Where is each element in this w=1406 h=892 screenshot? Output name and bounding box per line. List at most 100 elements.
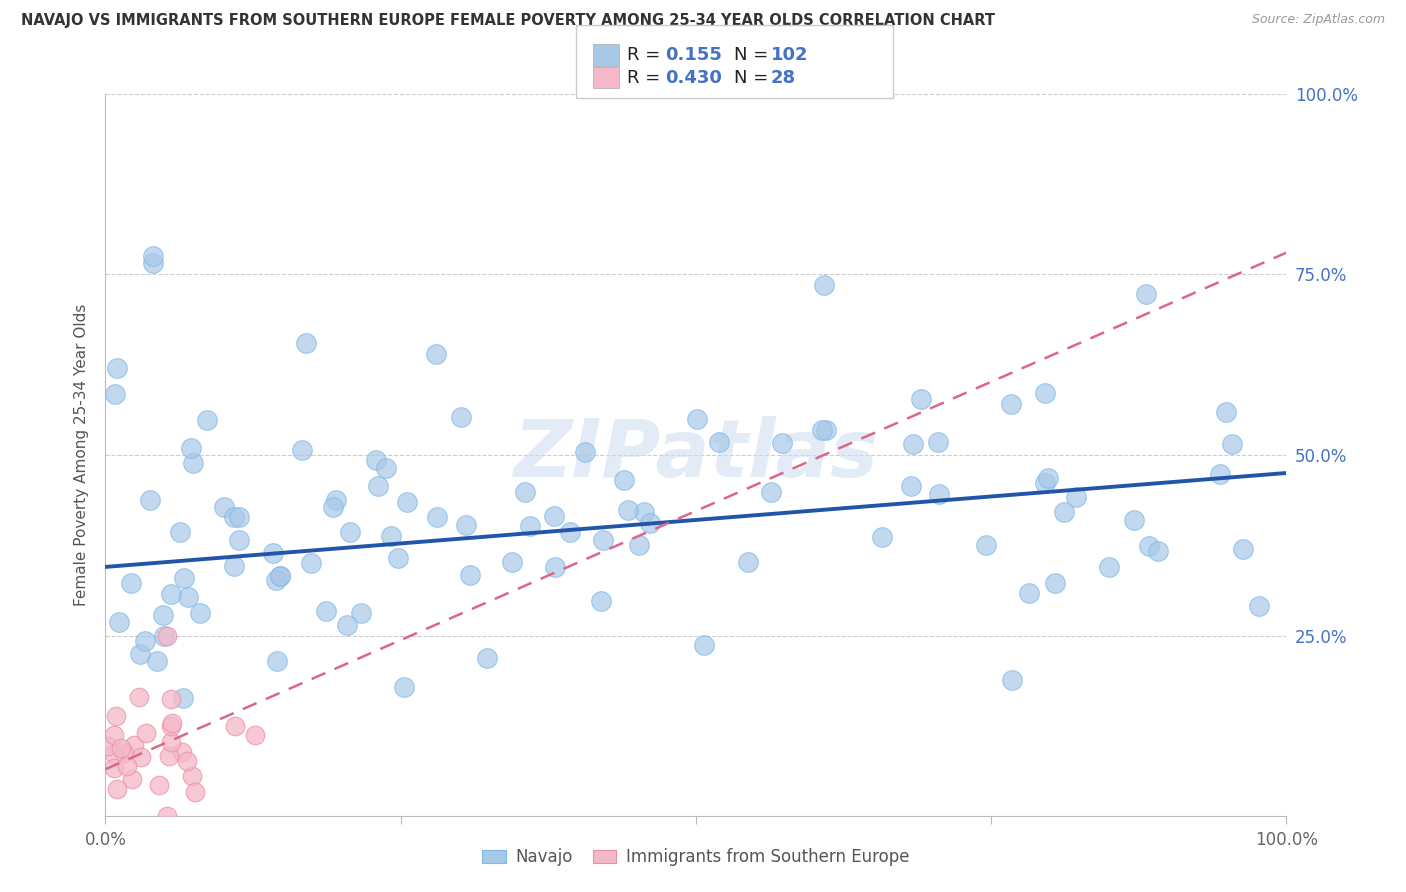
Point	[686, 412, 709, 426]
Text: ZIPatlas: ZIPatlas	[513, 416, 879, 494]
Point	[153, 629, 176, 643]
Point	[181, 769, 204, 783]
Point	[387, 550, 409, 565]
Point	[177, 590, 200, 604]
Point	[180, 441, 202, 455]
Point	[228, 510, 250, 524]
Point	[375, 461, 398, 475]
Point	[159, 719, 181, 733]
Point	[188, 607, 211, 621]
Point	[477, 650, 499, 665]
Text: N =: N =	[734, 69, 773, 87]
Point	[339, 525, 361, 540]
Point	[103, 387, 125, 401]
Point	[367, 479, 389, 493]
Point	[103, 760, 125, 774]
Text: N =: N =	[734, 46, 773, 64]
Point	[543, 509, 565, 524]
Point	[97, 739, 120, 753]
Point	[976, 538, 998, 552]
Point	[325, 493, 347, 508]
Point	[350, 606, 373, 620]
Text: R =: R =	[627, 69, 666, 87]
Point	[1033, 476, 1056, 491]
Text: 0.155: 0.155	[665, 46, 721, 64]
Point	[737, 555, 759, 569]
Point	[810, 424, 832, 438]
Point	[160, 735, 183, 749]
Point	[195, 413, 218, 427]
Point	[928, 486, 950, 500]
Point	[813, 277, 835, 292]
Point	[1147, 543, 1170, 558]
Point	[322, 500, 344, 515]
Point	[295, 335, 318, 350]
Point	[364, 453, 387, 467]
Point	[1123, 513, 1146, 527]
Point	[107, 782, 129, 797]
Point	[152, 607, 174, 622]
Point	[1036, 471, 1059, 485]
Point	[901, 436, 924, 450]
Text: Source: ZipAtlas.com: Source: ZipAtlas.com	[1251, 13, 1385, 27]
Point	[392, 680, 415, 694]
Point	[146, 654, 169, 668]
Point	[456, 517, 478, 532]
Point	[560, 525, 582, 540]
Point	[129, 750, 152, 764]
Point	[1064, 490, 1087, 504]
Point	[1247, 599, 1270, 614]
Point	[105, 361, 128, 376]
Point	[103, 747, 125, 761]
Point	[172, 690, 194, 705]
Point	[120, 575, 142, 590]
Point	[160, 692, 183, 706]
Point	[245, 728, 267, 742]
Point	[156, 629, 179, 643]
Point	[1001, 673, 1024, 688]
Point	[872, 530, 894, 544]
Point	[115, 759, 138, 773]
Point	[122, 738, 145, 752]
Point	[589, 594, 612, 608]
Point	[1220, 436, 1243, 450]
Point	[142, 249, 165, 263]
Text: 28: 28	[770, 69, 796, 87]
Point	[128, 690, 150, 704]
Point	[592, 533, 614, 548]
Point	[395, 495, 418, 509]
Point	[336, 618, 359, 632]
Point	[927, 434, 949, 449]
Point	[228, 533, 250, 548]
Point	[222, 510, 245, 524]
Text: 0.430: 0.430	[665, 69, 721, 87]
Point	[519, 518, 541, 533]
Text: NAVAJO VS IMMIGRANTS FROM SOUTHERN EUROPE FEMALE POVERTY AMONG 25-34 YEAR OLDS C: NAVAJO VS IMMIGRANTS FROM SOUTHERN EUROP…	[21, 13, 995, 29]
Point	[160, 587, 183, 601]
Point	[315, 604, 337, 618]
Point	[617, 503, 640, 517]
Point	[1018, 586, 1040, 600]
Point	[173, 571, 195, 585]
Point	[183, 785, 205, 799]
Legend: Navajo, Immigrants from Southern Europe: Navajo, Immigrants from Southern Europe	[475, 841, 917, 873]
Point	[707, 434, 730, 449]
Point	[142, 256, 165, 270]
Point	[266, 654, 288, 668]
Point	[139, 493, 162, 508]
Y-axis label: Female Poverty Among 25-34 Year Olds: Female Poverty Among 25-34 Year Olds	[75, 304, 90, 606]
Point	[103, 728, 125, 742]
Point	[574, 445, 596, 459]
Point	[134, 634, 156, 648]
Point	[633, 504, 655, 518]
Point	[269, 569, 291, 583]
Point	[112, 747, 135, 761]
Point	[222, 559, 245, 574]
Text: R =: R =	[627, 46, 666, 64]
Point	[544, 559, 567, 574]
Point	[128, 647, 150, 661]
Point	[299, 556, 322, 570]
Point	[162, 716, 184, 731]
Point	[262, 546, 284, 560]
Point	[1135, 287, 1157, 301]
